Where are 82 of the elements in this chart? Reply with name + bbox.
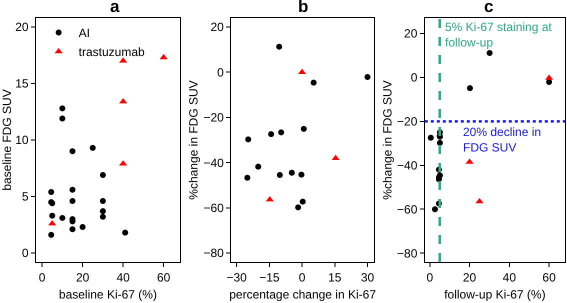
point <box>300 126 307 132</box>
point <box>69 186 76 193</box>
y-tick-label: 0 <box>410 70 418 85</box>
y-tick-label: 20 <box>404 26 418 41</box>
y-tick-label: 0 <box>217 65 224 80</box>
point <box>245 136 252 142</box>
y-tick-label: 20 <box>210 20 224 34</box>
x-tick-label: 0 <box>426 270 434 284</box>
y-tick-label: −80 <box>397 246 418 260</box>
x-axis-title: baseline Ki-67 (%) <box>58 287 157 302</box>
x-tick-label: 60 <box>542 270 556 284</box>
point <box>466 85 473 92</box>
point <box>255 164 262 170</box>
y-tick-label: 10 <box>15 133 29 148</box>
y-tick-label: 20 <box>15 20 29 34</box>
ref-line-label: 5% Ki-67 staining at follow-up <box>445 20 552 50</box>
point <box>100 208 106 214</box>
point <box>59 116 66 122</box>
point <box>69 226 76 232</box>
point <box>49 212 56 219</box>
point <box>69 198 76 204</box>
chart-title: a <box>110 0 120 16</box>
x-axis-title: percentage change in Ki-67 <box>229 287 376 302</box>
y-tick-label: −20 <box>397 114 418 129</box>
point <box>300 198 306 205</box>
point <box>288 170 295 176</box>
point <box>486 50 493 56</box>
point <box>278 129 284 136</box>
x-tick-label: 40 <box>502 270 516 284</box>
x-tick-label: 60 <box>157 270 171 284</box>
point <box>332 154 340 160</box>
x-tick-label: −15 <box>259 270 280 284</box>
point <box>364 74 370 80</box>
x-axis-title: follow-up Ki-67 (%) <box>444 287 546 302</box>
point <box>268 131 274 138</box>
y-tick-label: −60 <box>203 200 224 215</box>
point <box>122 230 128 236</box>
x-tick-label: 0 <box>298 270 306 284</box>
x-tick-label: 30 <box>360 270 374 284</box>
y-tick-label: −80 <box>203 246 224 260</box>
y-tick-label: −40 <box>397 158 418 172</box>
point <box>428 134 434 141</box>
y-tick-label: −20 <box>203 110 224 125</box>
y-axis-title: %change in FDG SUV <box>380 80 394 200</box>
point <box>276 172 283 178</box>
point <box>100 214 106 220</box>
point <box>310 80 317 86</box>
x-tick-label: 15 <box>328 270 342 284</box>
point <box>69 148 76 154</box>
legend-label: AI <box>78 26 90 40</box>
point <box>48 188 54 195</box>
y-axis-title: %change in FDG SUV <box>186 80 201 200</box>
y-tick-label: 0 <box>22 246 29 260</box>
legend-label: trastuzumab <box>78 45 145 60</box>
x-tick-label: −30 <box>226 270 248 284</box>
chart-title: b <box>298 0 308 16</box>
point <box>436 140 443 146</box>
y-tick-label: 15 <box>15 76 29 91</box>
point <box>100 172 106 178</box>
point <box>90 144 96 151</box>
point <box>80 224 86 230</box>
y-axis-title: baseline FDG SUV <box>0 89 14 191</box>
ref-line-label: 20% decline in FDG SUV <box>463 125 542 155</box>
y-tick-label: −40 <box>203 156 224 170</box>
x-tick-label: 20 <box>462 270 477 284</box>
point <box>48 232 54 238</box>
point <box>432 206 438 212</box>
x-tick-label: 0 <box>38 270 46 284</box>
point <box>119 57 128 63</box>
point <box>100 198 106 204</box>
point <box>466 158 474 164</box>
point <box>59 105 66 112</box>
y-tick-label: 5 <box>22 190 29 204</box>
point <box>244 174 250 181</box>
x-tick-label: 20 <box>76 270 90 284</box>
chart-title: c <box>484 0 494 16</box>
point <box>298 172 304 178</box>
point <box>295 204 302 210</box>
point <box>276 44 282 50</box>
point <box>59 214 66 221</box>
x-tick-label: 40 <box>116 270 130 284</box>
y-tick-label: −60 <box>397 202 418 216</box>
